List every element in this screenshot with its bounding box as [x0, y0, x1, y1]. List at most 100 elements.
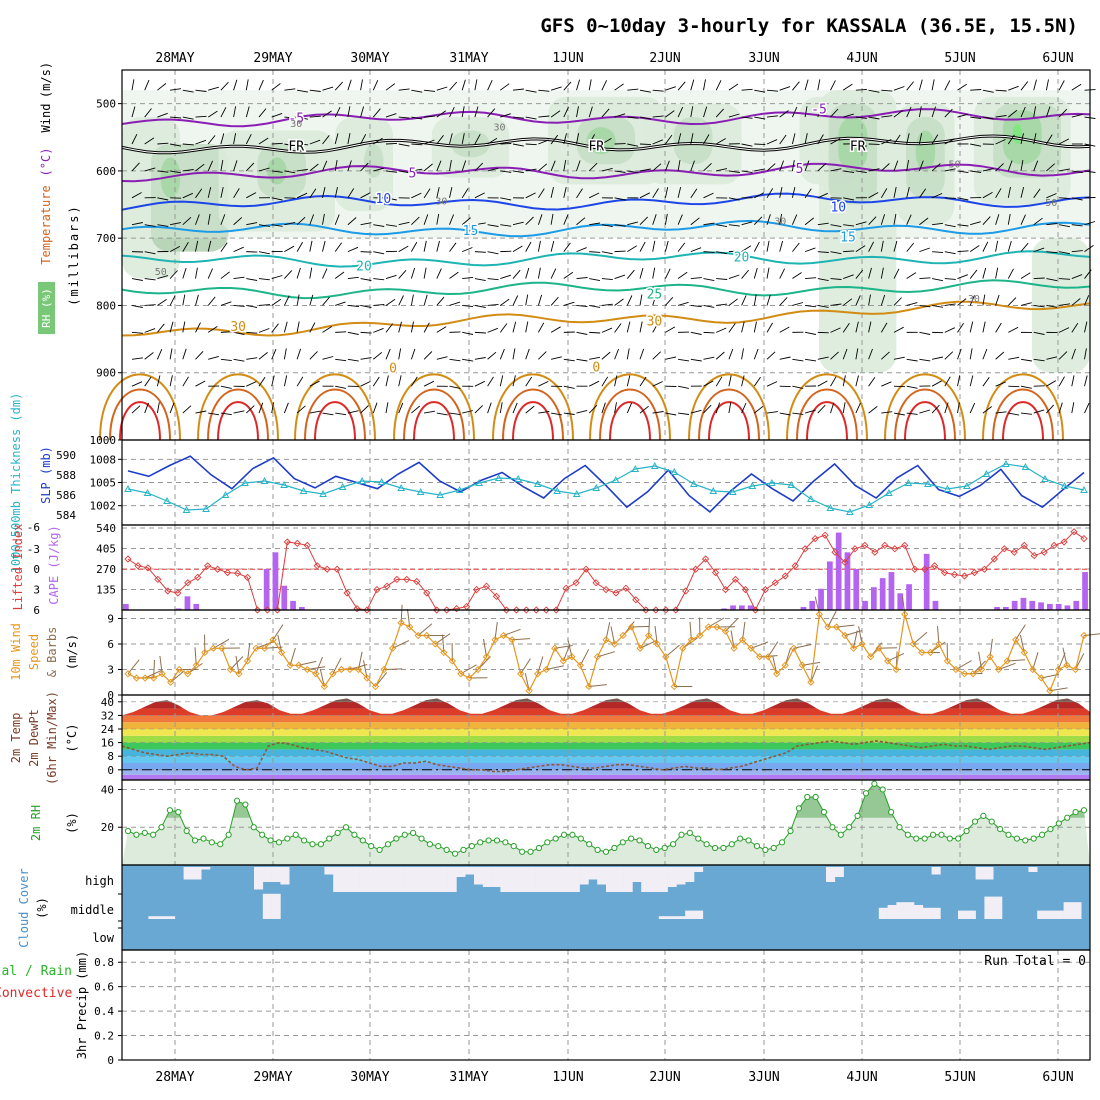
wind-marker — [218, 644, 226, 652]
wind-barb — [665, 110, 675, 118]
wind-barb — [157, 323, 165, 333]
thickness-line — [127, 463, 1085, 513]
wind-marker — [568, 653, 576, 661]
wind-barb — [398, 321, 402, 333]
wind-barb — [944, 108, 953, 118]
wind-barb — [893, 268, 900, 279]
date-label: 4JUN — [846, 1070, 877, 1085]
wind-barb — [805, 277, 817, 279]
wind-barb — [639, 241, 646, 252]
isotherm-line — [121, 300, 1091, 337]
li-marker — [1060, 538, 1068, 546]
wind-barb — [512, 321, 517, 333]
wind-barb — [868, 376, 876, 387]
rh2m-marker — [745, 837, 752, 844]
wind-barb — [284, 221, 296, 226]
wind-barb — [855, 321, 859, 333]
cloud-high-cell — [447, 867, 457, 892]
wind-barb — [791, 160, 795, 171]
wind-barb — [972, 660, 986, 675]
wind-marker — [1046, 687, 1054, 695]
wind-barb — [1071, 402, 1075, 414]
wind-barb — [487, 303, 499, 306]
wind-barb — [474, 405, 484, 414]
wind-barb — [246, 381, 257, 387]
date-label: 6JUN — [1042, 1070, 1073, 1085]
wind-barb — [588, 106, 593, 118]
wind-barb — [589, 222, 601, 226]
cloud-high-cell — [562, 867, 572, 892]
wind-barb — [563, 358, 575, 362]
wind-barb — [804, 79, 809, 91]
wind-barb — [830, 251, 842, 255]
date-label: 2JUN — [649, 1070, 680, 1085]
wind-barb — [157, 224, 169, 227]
wind-barb — [880, 163, 890, 172]
wind-barb — [931, 134, 939, 145]
wind-barb — [525, 192, 536, 199]
wind-barb — [499, 323, 508, 333]
wind-barb — [626, 321, 631, 333]
wind-barb — [639, 192, 651, 199]
wind-barb — [652, 322, 659, 333]
thickness-marker — [182, 505, 191, 513]
wind-barb — [499, 375, 504, 387]
rh2m-marker — [191, 837, 199, 844]
date-label: 29MAY — [253, 51, 292, 66]
wind-barb — [449, 160, 452, 171]
temp-band — [122, 756, 1090, 763]
isotherm-line — [121, 219, 1091, 238]
wind-barb — [893, 213, 897, 225]
li-marker — [452, 605, 461, 613]
thickness-marker — [319, 489, 327, 497]
wind-barb — [703, 404, 712, 414]
wind-barb — [791, 214, 798, 225]
wind-barb — [512, 375, 516, 387]
cape-bar — [299, 606, 305, 610]
wind-barb — [843, 170, 855, 174]
wind-barb — [503, 628, 521, 636]
wind-barb — [449, 133, 453, 145]
wind-barb — [411, 376, 418, 387]
wind-barb — [652, 411, 664, 414]
wind-barb — [1007, 268, 1014, 279]
wind-barb — [576, 277, 588, 279]
wind-barb — [551, 412, 562, 416]
wind-barb — [309, 89, 321, 92]
wind-barb — [1007, 240, 1012, 252]
wind-barb — [830, 138, 841, 145]
wind-barb — [1033, 217, 1043, 226]
wind-barb — [487, 167, 499, 172]
wind-barb — [1071, 170, 1083, 174]
cloud-high-cell — [438, 867, 448, 892]
wind-barb — [652, 294, 657, 306]
wind-barb — [626, 295, 633, 306]
wind-barb — [372, 402, 378, 414]
temp-band — [122, 774, 1090, 780]
wind-barb — [880, 214, 886, 225]
wind-barb — [258, 376, 266, 387]
li-marker — [861, 541, 869, 550]
rh2m-marker — [879, 786, 886, 793]
wind-barb — [969, 295, 975, 306]
wind-barb — [995, 267, 999, 279]
rh2m-fill — [122, 783, 1090, 865]
wind-barb — [626, 348, 630, 360]
rh2m-marker — [560, 831, 568, 838]
wind-barb — [525, 143, 537, 146]
rh2m-marker — [602, 848, 610, 855]
li-marker — [283, 538, 291, 546]
wind-barb — [487, 137, 498, 145]
isotherm-line — [121, 108, 1091, 128]
wind-barb — [868, 89, 880, 93]
cloud-high-cell — [403, 867, 413, 892]
wind-barb — [728, 402, 732, 414]
wind-barb — [597, 651, 615, 658]
wind-barb — [550, 86, 562, 91]
wind-barb — [398, 245, 409, 253]
wind-barb — [315, 656, 323, 674]
wind-barb — [398, 295, 404, 306]
wind-barb — [753, 321, 757, 333]
wind-barb — [474, 278, 486, 282]
rh2m-marker — [770, 844, 777, 852]
